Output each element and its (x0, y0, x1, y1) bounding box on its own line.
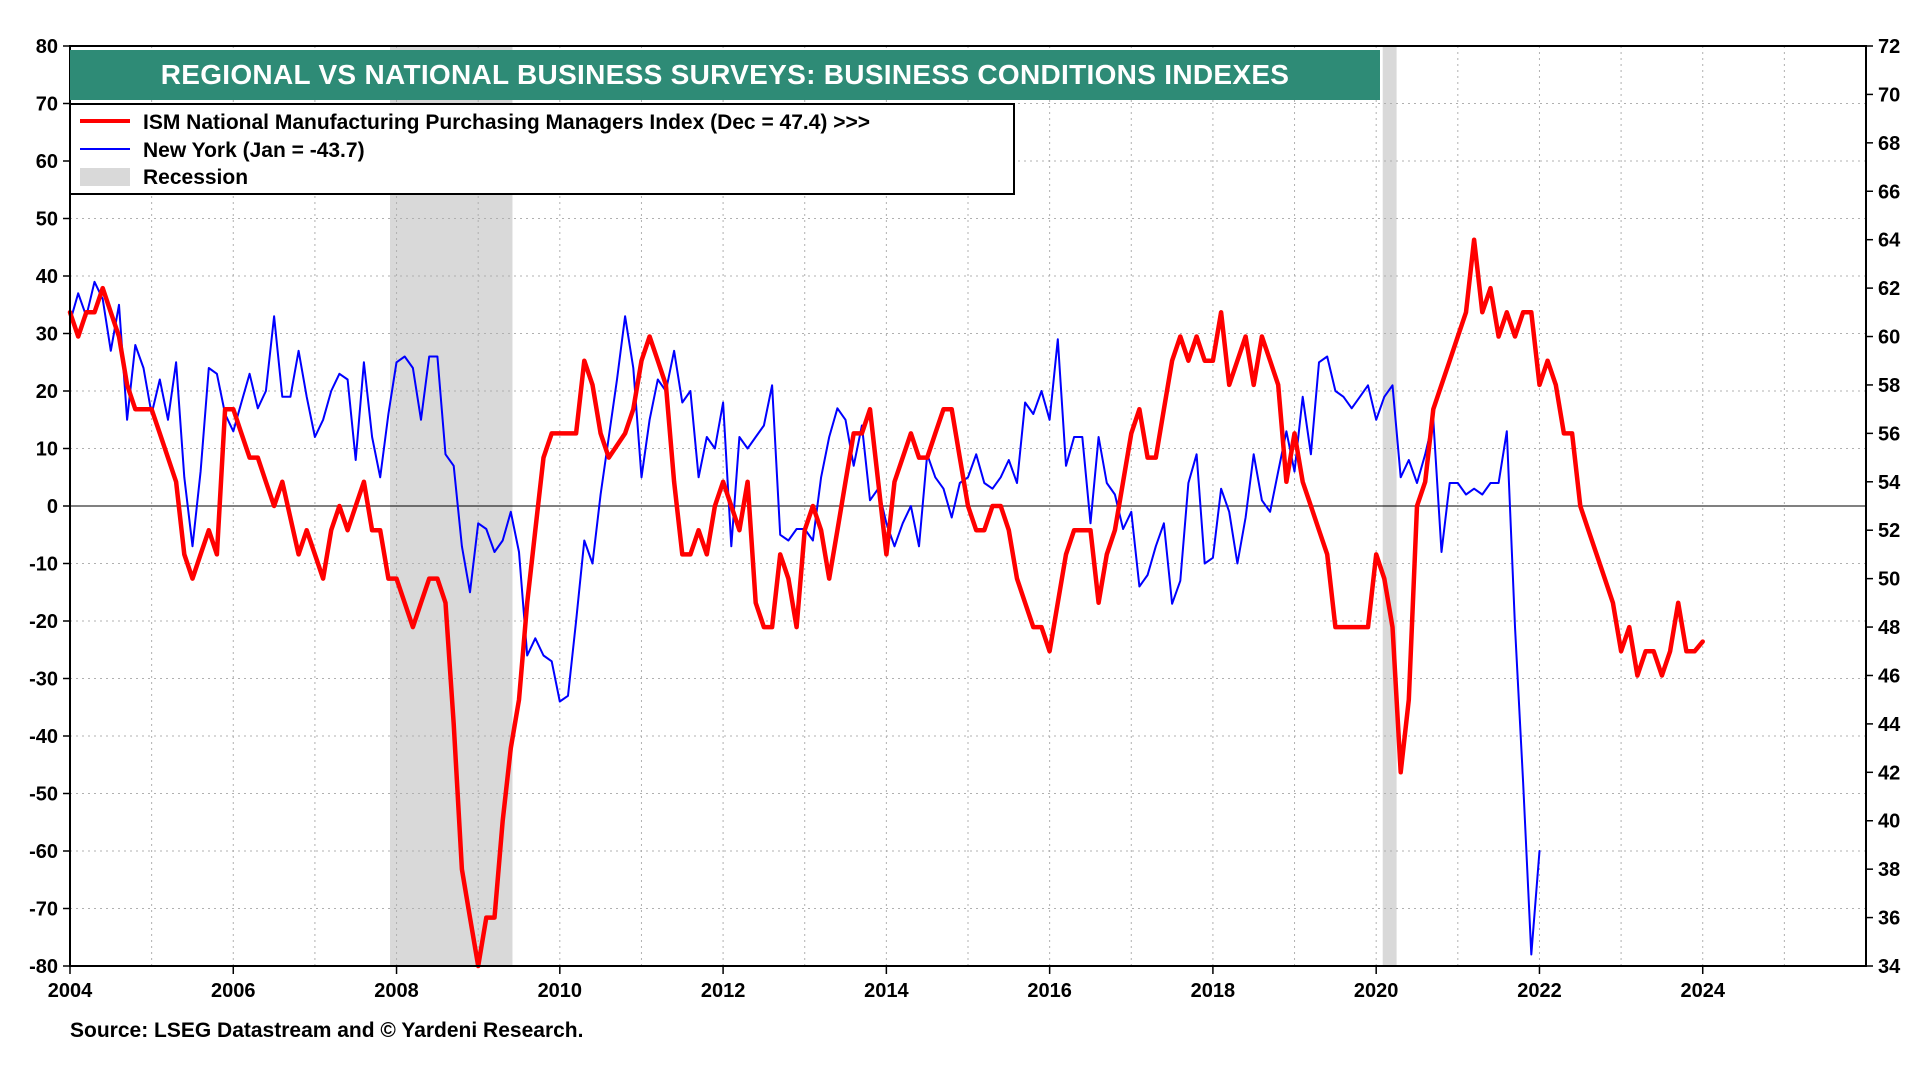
left-tick-label: 50 (36, 209, 58, 231)
right-tick-label: 64 (1878, 230, 1901, 252)
legend-label-ny: New York (Jan = -43.7) (143, 139, 365, 162)
series-line-ism (67, 237, 1705, 969)
right-tick-label: 34 (1878, 956, 1901, 978)
right-tick-label: 72 (1878, 36, 1900, 58)
left-tick-label: 10 (36, 439, 58, 461)
right-tick-label: 68 (1878, 133, 1900, 155)
left-tick-label: 20 (36, 381, 58, 403)
right-tick-label: 70 (1878, 84, 1900, 106)
right-tick-label: 50 (1878, 569, 1900, 591)
left-axis: 80 70 60 50 40 30 20 10 0 -10 -20 -30 -40 -50 -60 -70 -8… (29, 36, 70, 978)
series-layer (67, 237, 1705, 969)
legend: ISM National Manufacturing Purchasing Ma… (69, 103, 1015, 195)
title-banner: REGIONAL VS NATIONAL BUSINESS SURVEYS: B… (70, 50, 1380, 100)
left-tick-label: 40 (36, 266, 58, 288)
right-tick-label: 36 (1878, 908, 1900, 930)
right-tick-label: 40 (1878, 811, 1900, 833)
left-tick-label: 80 (36, 36, 58, 58)
right-tick-label: 44 (1878, 714, 1901, 736)
right-tick-label: 42 (1878, 762, 1900, 784)
right-tick-label: 60 (1878, 327, 1900, 349)
right-tick-label: 46 (1878, 665, 1900, 687)
left-tick-label: -50 (29, 784, 58, 806)
left-tick-label: -40 (29, 726, 58, 748)
right-tick-label: 66 (1878, 181, 1900, 203)
legend-label-recession: Recession (143, 166, 248, 189)
right-tick-label: 54 (1878, 472, 1901, 494)
left-tick-label: 30 (36, 324, 58, 346)
right-tick-label: 62 (1878, 278, 1900, 300)
legend-box (69, 103, 1015, 195)
x-tick-label: 2018 (1191, 980, 1236, 1002)
x-tick-label: 2020 (1354, 980, 1399, 1002)
left-tick-label: 0 (47, 496, 58, 518)
x-tick-label: 2010 (538, 980, 583, 1002)
x-tick-label: 2006 (211, 980, 256, 1002)
source-note: Source: LSEG Datastream and © Yardeni Re… (70, 1019, 583, 1042)
x-tick-label: 2014 (864, 980, 909, 1002)
x-tick-label: 2012 (701, 980, 746, 1002)
left-tick-label: -10 (29, 554, 58, 576)
right-tick-label: 48 (1878, 617, 1900, 639)
left-tick-label: 60 (36, 151, 58, 173)
left-tick-label: -60 (29, 841, 58, 863)
x-axis: 2004 2006 2008 2010 2012 2014 2016 2018 2020 2022… (48, 966, 1726, 1002)
left-tick-label: -80 (29, 956, 58, 978)
right-axis: 72 70 68 66 64 62 60 58 56 54 52 50 48 46 44 42 40 38 36 34 (1866, 36, 1901, 978)
title-background (70, 50, 1380, 100)
left-tick-label: -30 (29, 669, 58, 691)
right-tick-label: 56 (1878, 423, 1900, 445)
right-tick-label: 38 (1878, 859, 1900, 881)
x-tick-label: 2024 (1680, 980, 1725, 1002)
chart-title: REGIONAL VS NATIONAL BUSINESS SURVEYS: B… (161, 59, 1290, 90)
legend-swatch-recession (80, 168, 130, 186)
left-tick-label: -20 (29, 611, 58, 633)
left-tick-label: 70 (36, 94, 58, 116)
x-tick-label: 2004 (48, 980, 93, 1002)
x-tick-label: 2008 (374, 980, 419, 1002)
x-tick-label: 2022 (1517, 980, 1562, 1002)
right-tick-label: 58 (1878, 375, 1900, 397)
left-tick-label: -70 (29, 899, 58, 921)
legend-label-ism: ISM National Manufacturing Purchasing Ma… (143, 111, 870, 134)
x-tick-label: 2016 (1027, 980, 1072, 1002)
right-tick-label: 52 (1878, 520, 1900, 542)
